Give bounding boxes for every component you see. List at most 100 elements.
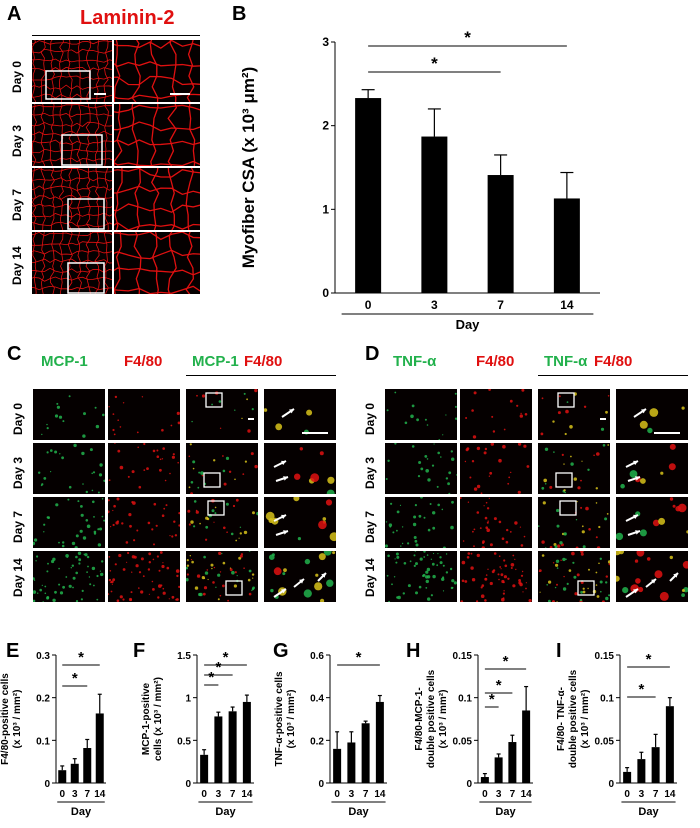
fluorescence-image — [460, 389, 532, 440]
x-axis-label: Day — [638, 806, 659, 818]
chart-B: 0 1 2 3 0 3 7 14 Day * * Myofiber CSA (x 10³ μm²) — [239, 28, 600, 332]
fluorescence-image — [186, 443, 258, 494]
panel-a-row-label: Day 0 — [10, 60, 24, 93]
fluorescence-image — [108, 497, 180, 548]
x-axis-label: Day — [215, 806, 236, 818]
x-axis-label: Day — [348, 806, 369, 818]
panel-letter-c: C — [7, 343, 22, 365]
x-tick-label: 14 — [374, 789, 386, 800]
y-axis-label: (x 10³ / mm²) — [580, 690, 591, 749]
bar — [214, 716, 223, 783]
bar — [487, 175, 514, 293]
y-tick-label: 0.1 — [36, 736, 50, 747]
significance-star: * — [78, 649, 84, 666]
bar — [421, 136, 448, 293]
panel-c-header-green: MCP-1 — [41, 353, 88, 370]
panel-b-svg: 0 1 2 3 0 3 7 14 Day * * Myofiber CSA (x 10³ μm²) — [239, 28, 600, 332]
panel-c-header-rule — [186, 375, 336, 376]
bar — [242, 701, 251, 783]
fluorescence-image — [186, 497, 258, 548]
y-tick-label: 0.1 — [458, 694, 472, 705]
panel-c-row-label: Day 0 — [11, 402, 25, 435]
fluorescence-image — [33, 443, 105, 494]
panel-a-title: Laminin-2 — [80, 7, 175, 29]
x-tick-label: 0 — [59, 789, 65, 800]
bar — [623, 771, 632, 783]
significance-star: * — [646, 651, 652, 668]
fluorescence-image — [186, 389, 258, 440]
fluorescence-image — [538, 497, 610, 548]
panel-a-row-label: Day 3 — [10, 124, 24, 157]
x-tick-label: 3 — [349, 789, 355, 800]
panel-c-header-red: F4/80 — [124, 353, 163, 370]
fluorescence-image — [460, 443, 532, 494]
significance-star: * — [356, 649, 362, 666]
fluorescence-image — [385, 551, 457, 602]
y-tick-label: 0 — [185, 779, 191, 790]
y-axis-label: (x 10³ / mm²) — [12, 690, 23, 749]
y-tick-label: 0.15 — [453, 651, 473, 662]
bar — [494, 757, 503, 783]
significance-star: * — [503, 653, 509, 670]
x-axis-label: Day — [71, 806, 92, 818]
fluorescence-image — [385, 389, 457, 440]
panel-d-header-merge-red: F4/80 — [594, 353, 633, 370]
y-tick-label: 3 — [322, 35, 329, 49]
x-tick-label: 3 — [431, 298, 438, 312]
fluorescence-zoom-image — [616, 551, 688, 602]
y-tick-label: 1.5 — [177, 651, 191, 662]
significance-star: * — [464, 28, 471, 47]
panel-b-chart: 0 1 2 3 0 3 7 14 Day * * Myofiber CSA (x 10³ μm²) — [230, 10, 610, 340]
laminin-overview-image — [32, 104, 112, 166]
panel-d-header-red: F4/80 — [476, 353, 515, 370]
x-tick-label: 0 — [365, 298, 372, 312]
significance-star: * — [208, 669, 214, 686]
panel-c-row-label: Day 7 — [11, 510, 25, 543]
fluorescence-image — [33, 551, 105, 602]
significance-star: * — [638, 681, 644, 698]
panel-letter-d: D — [365, 343, 380, 365]
fluorescence-image — [33, 389, 105, 440]
laminin-zoom-image — [114, 40, 200, 102]
x-tick-label: 7 — [230, 789, 236, 800]
laminin-zoom-image — [114, 168, 200, 230]
fluorescence-zoom-image — [264, 443, 336, 494]
panel-letter: I — [556, 640, 562, 662]
y-tick-label: 0 — [322, 286, 329, 300]
panel-d-header-rule — [538, 375, 688, 376]
y-axis-label: (x 10³ / mm²) — [286, 690, 297, 749]
bar — [83, 748, 92, 783]
panel-d-row-label: Day 0 — [363, 402, 377, 435]
x-tick-label: 3 — [216, 789, 222, 800]
y-axis-label: MCP-1-positive — [141, 682, 152, 755]
fluorescence-image — [385, 443, 457, 494]
panel-letter: G — [273, 640, 289, 662]
x-tick-label: 14 — [664, 789, 676, 800]
fluorescence-zoom-image — [264, 551, 336, 602]
significance-star: * — [431, 54, 438, 73]
laminin-overview-image — [32, 232, 112, 294]
x-tick-label: 3 — [639, 789, 645, 800]
y-tick-label: 1 — [185, 694, 191, 705]
x-tick-label: 7 — [363, 789, 369, 800]
y-tick-label: 0 — [608, 779, 614, 790]
panel-c-row-label: Day 14 — [11, 557, 25, 597]
bar — [375, 701, 384, 783]
bar — [361, 723, 370, 783]
bar — [637, 759, 646, 783]
laminin-overview-image — [32, 40, 112, 102]
bar — [355, 98, 382, 293]
bar — [553, 198, 580, 293]
bar — [58, 770, 67, 783]
fluorescence-image — [538, 443, 610, 494]
fluorescence-image — [186, 551, 258, 602]
significance-star: * — [489, 691, 495, 708]
bar — [508, 742, 517, 783]
significance-star: * — [223, 649, 229, 666]
x-tick-label: 3 — [72, 789, 78, 800]
y-tick-label: 1 — [322, 202, 329, 216]
x-tick-label: 14 — [241, 789, 253, 800]
bar — [665, 706, 674, 783]
